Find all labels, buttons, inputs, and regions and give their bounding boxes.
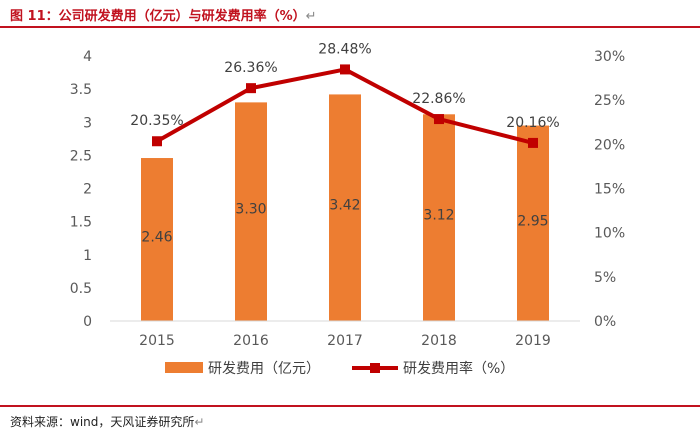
x-tick-label: 2016 [233, 333, 269, 349]
figure-title-bar: 图 11：公司研发费用（亿元）与研发费用率（%）↵ [0, 0, 700, 28]
bar-data-label: 2.46 [141, 230, 172, 246]
bar-2019 [517, 125, 549, 321]
rate-data-label: 22.86% [412, 91, 465, 107]
x-tick-label: 2017 [327, 333, 363, 349]
rate-data-label: 26.36% [224, 60, 277, 76]
bar-2015 [141, 158, 173, 321]
return-mark-icon: ↵ [194, 415, 205, 429]
bar-data-label: 3.30 [235, 202, 266, 218]
legend-line-marker [370, 363, 380, 373]
x-tick-label: 2015 [139, 333, 175, 349]
y-left-tick-label: 1 [83, 248, 92, 264]
source-note: 资料来源：wind，天风证券研究所↵ [10, 413, 204, 430]
combo-chart: 0 0.5 1 1.5 2 2.5 3 3.5 4 0% 5% 10% 15% 20% 25% 30% 2.46… [70, 41, 625, 377]
y-left-tick-label: 2 [83, 182, 92, 198]
y-left-tick-label: 2.5 [70, 148, 92, 164]
bar-2018 [423, 114, 455, 321]
legend-line-label: 研发费用率（%） [403, 360, 514, 377]
bar-data-label: 2.95 [517, 213, 548, 229]
legend-bar-label: 研发费用（亿元） [208, 361, 320, 377]
rate-marker-2019 [528, 137, 538, 148]
source-text: 资料来源：wind，天风证券研究所 [10, 415, 195, 429]
figure-title-text: 图 11：公司研发费用（亿元）与研发费用率（%） [10, 9, 306, 24]
bar-2017 [329, 94, 361, 321]
y-left-tick-label: 1.5 [70, 215, 92, 231]
y-right-tick-label: 30% [594, 49, 625, 65]
y-left-tick-label: 4 [83, 49, 92, 65]
y-left-tick-label: 0.5 [70, 281, 92, 297]
rate-data-label: 20.16% [506, 115, 559, 131]
y-right-tick-label: 10% [594, 226, 625, 242]
y-right-tick-label: 25% [594, 93, 625, 109]
bar-data-label: 3.12 [423, 208, 454, 224]
y-left-tick-label: 3.5 [70, 82, 92, 98]
x-tick-label: 2019 [515, 333, 551, 349]
y-left-tick-label: 3 [83, 115, 92, 131]
y-right-tick-label: 20% [594, 137, 625, 153]
bar-2016 [235, 102, 267, 321]
source-bar: 资料来源：wind，天风证券研究所↵ [0, 405, 700, 433]
legend-bar-swatch [165, 362, 203, 373]
return-mark-icon: ↵ [305, 9, 317, 24]
rate-marker-2015 [152, 136, 162, 147]
y-right-tick-label: 15% [594, 182, 625, 198]
y-right-tick-label: 0% [594, 314, 616, 330]
rate-data-label: 20.35% [130, 113, 183, 129]
rate-data-label: 28.48% [318, 41, 371, 57]
y-left-tick-label: 0 [83, 314, 92, 330]
bar-data-label: 3.42 [329, 198, 360, 214]
rate-marker-2018 [434, 114, 444, 125]
figure-title: 图 11：公司研发费用（亿元）与研发费用率（%）↵ [10, 5, 317, 24]
rate-marker-2016 [246, 83, 256, 94]
y-right-tick-label: 5% [594, 270, 616, 286]
rate-marker-2017 [340, 64, 350, 75]
x-tick-label: 2018 [421, 333, 457, 349]
